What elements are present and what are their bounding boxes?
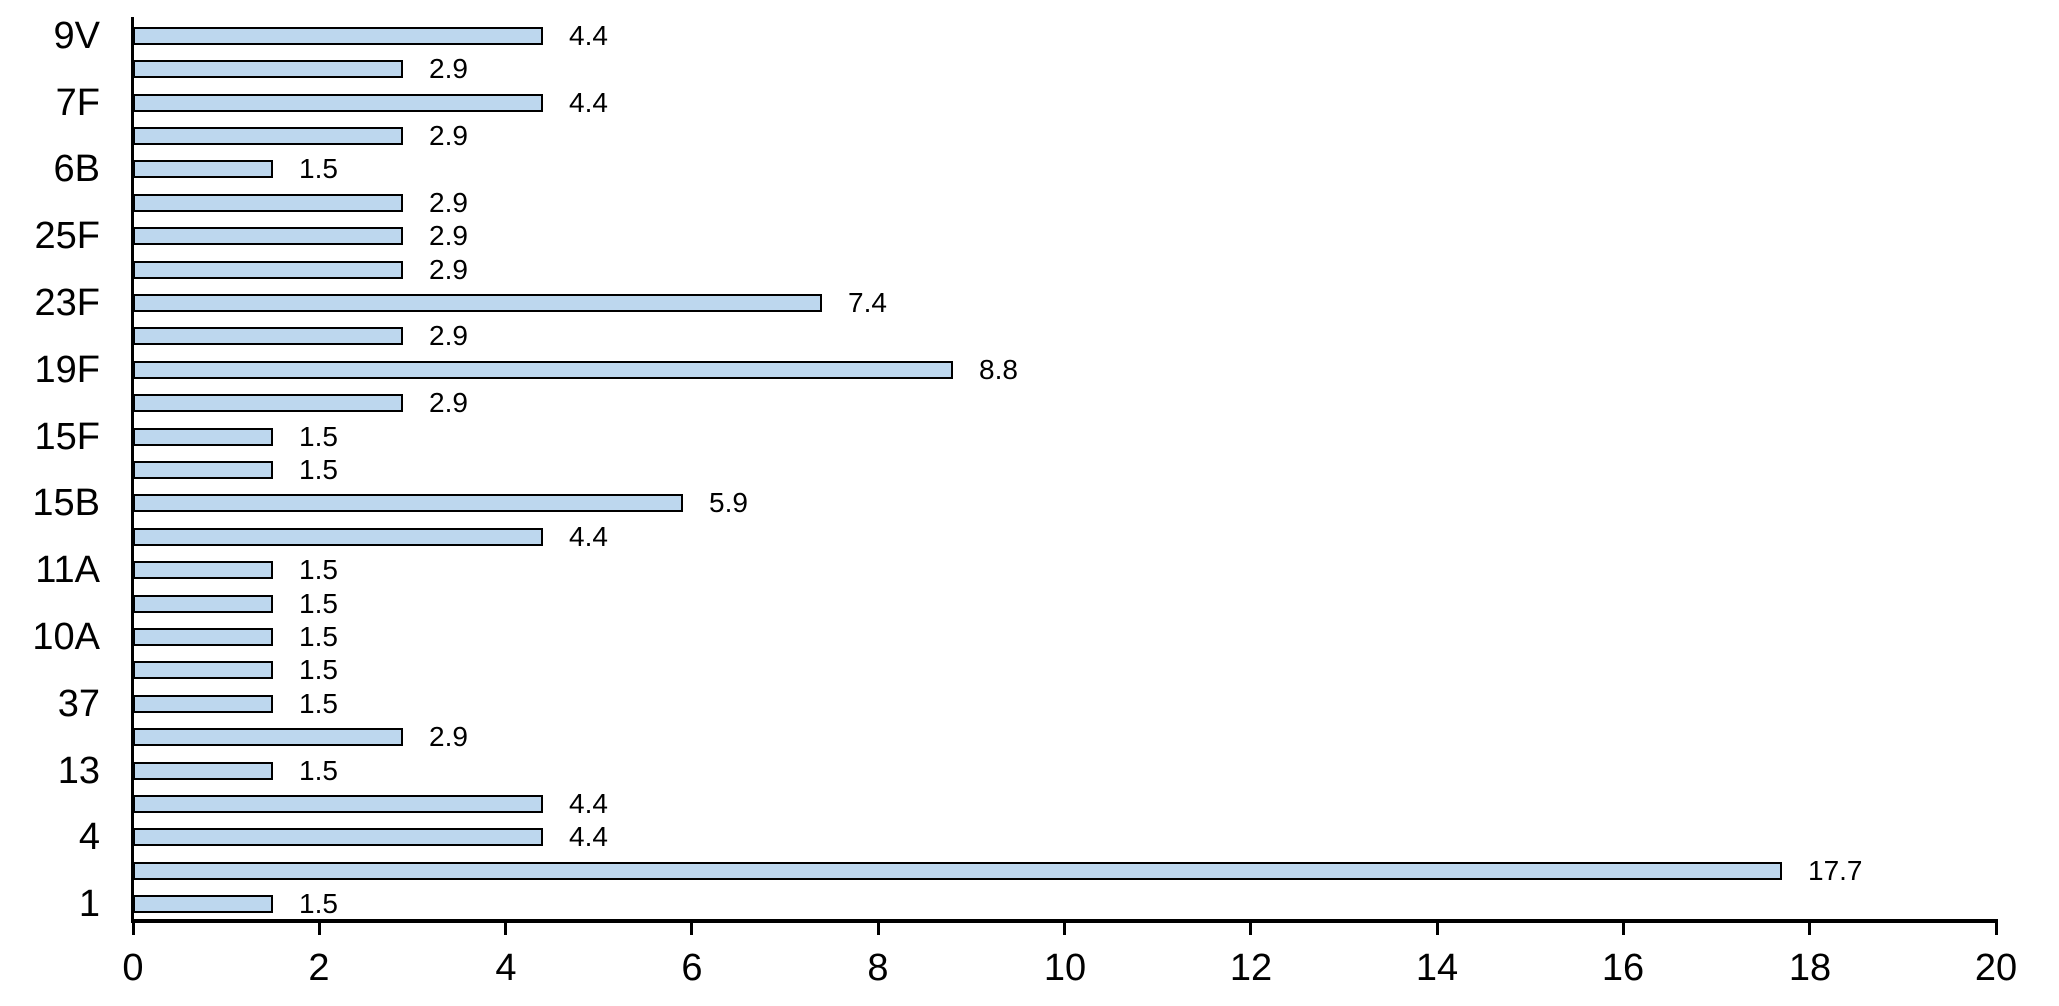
category-tick-label: 7F [55,82,100,124]
y-axis-line [131,17,134,923]
bar [133,294,822,312]
bar [133,160,273,178]
bar [133,528,543,546]
data-label: 1.5 [299,654,338,685]
category-tick-label: 9V [53,15,100,57]
data-label: 1.5 [299,688,338,719]
x-axis-tick-label: 14 [1415,947,1459,989]
data-label: 17.7 [1808,855,1863,886]
data-label: 4.4 [569,20,608,51]
x-axis-tick-label: 2 [308,947,330,989]
data-label: 4.4 [569,821,608,852]
bar [133,94,543,112]
data-label: 1.5 [299,621,338,652]
bar [133,261,403,279]
data-label: 5.9 [709,487,748,518]
bar [133,728,403,746]
x-axis-tick-mark [132,921,135,935]
bar [133,795,543,813]
bar [133,227,403,245]
x-axis-tick-label: 4 [495,947,517,989]
data-label: 2.9 [429,387,468,418]
bar [133,127,403,145]
data-label: 1.5 [299,554,338,585]
bar [133,428,273,446]
x-axis-tick-label: 16 [1601,947,1645,989]
category-tick-label: 15B [32,482,100,524]
category-tick-label: 25F [34,215,100,257]
x-axis-tick-label: 8 [867,947,889,989]
category-tick-label: 4 [78,816,100,858]
x-axis-tick-label: 0 [122,947,144,989]
x-axis-tick-mark [1995,921,1998,935]
data-label: 8.8 [979,354,1018,385]
data-label: 1.5 [299,421,338,452]
x-axis-tick-mark [318,921,321,935]
bar [133,60,403,78]
bar [133,862,1782,880]
data-label: 4.4 [569,521,608,552]
bar [133,595,273,613]
data-label: 2.9 [429,120,468,151]
data-label: 1.5 [299,588,338,619]
category-tick-label: 6B [53,148,100,190]
bar [133,695,273,713]
x-axis-tick-mark [1063,921,1066,935]
data-label: 2.9 [429,254,468,285]
data-label: 2.9 [429,187,468,218]
bar [133,394,403,412]
bar [133,361,953,379]
data-label: 1.5 [299,454,338,485]
data-label: 1.5 [299,888,338,919]
bar [133,661,273,679]
bar [133,828,543,846]
bar [133,561,273,579]
x-axis-tick-mark [690,921,693,935]
data-label: 2.9 [429,220,468,251]
x-axis-tick-label: 20 [1974,947,2018,989]
data-label: 2.9 [429,320,468,351]
bar [133,27,543,45]
data-label: 1.5 [299,153,338,184]
bar [133,461,273,479]
x-axis-tick-label: 10 [1043,947,1087,989]
x-axis-tick-label: 6 [681,947,703,989]
data-label: 4.4 [569,788,608,819]
data-label: 4.4 [569,87,608,118]
x-axis-tick-mark [504,921,507,935]
x-axis-tick-mark [1808,921,1811,935]
data-label: 2.9 [429,721,468,752]
bar [133,494,683,512]
x-axis-tick-mark [1622,921,1625,935]
bar [133,628,273,646]
category-tick-label: 37 [57,683,100,725]
category-tick-label: 1 [78,883,100,925]
x-axis-tick-label: 18 [1788,947,1832,989]
category-tick-label: 11A [35,549,100,591]
category-tick-label: 13 [57,750,100,792]
bar [133,762,273,780]
category-tick-label: 15F [34,416,100,458]
x-axis-tick-mark [1249,921,1252,935]
x-axis-tick-label: 12 [1229,947,1273,989]
x-axis-tick-mark [877,921,880,935]
category-tick-label: 19F [34,349,100,391]
data-label: 1.5 [299,755,338,786]
category-tick-label: 10A [32,616,100,658]
category-tick-label: 23F [34,282,100,324]
bar [133,895,273,913]
bar [133,194,403,212]
data-label: 7.4 [848,287,887,318]
data-label: 2.9 [429,53,468,84]
x-axis-tick-mark [1436,921,1439,935]
bar [133,327,403,345]
